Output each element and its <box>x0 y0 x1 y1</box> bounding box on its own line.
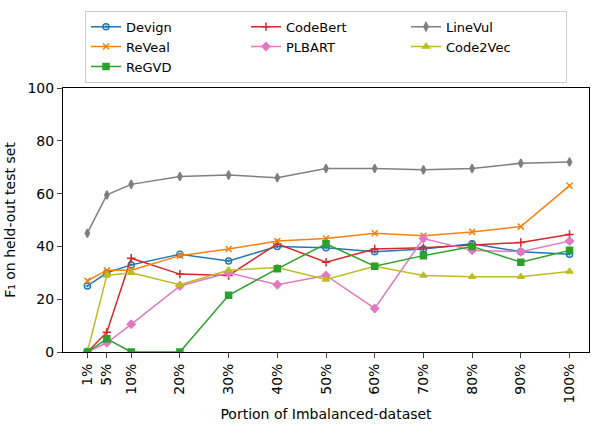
svg-text:100: 100 <box>27 80 54 96</box>
svg-text:PLBART: PLBART <box>286 40 335 55</box>
svg-text:60%: 60% <box>366 364 382 395</box>
svg-text:90%: 90% <box>512 364 528 395</box>
svg-text:1%: 1% <box>79 364 95 386</box>
svg-text:40%: 40% <box>269 364 285 395</box>
svg-text:20: 20 <box>36 291 54 307</box>
svg-text:80%: 80% <box>464 364 480 395</box>
svg-text:10%: 10% <box>123 364 139 395</box>
svg-text:30%: 30% <box>220 364 236 395</box>
svg-text:80: 80 <box>36 133 54 149</box>
svg-text:60: 60 <box>36 186 54 202</box>
svg-text:40: 40 <box>36 238 54 254</box>
svg-text:Code2Vec: Code2Vec <box>446 40 511 55</box>
svg-text:50%: 50% <box>318 364 334 395</box>
svg-text:ReVeal: ReVeal <box>126 40 170 55</box>
svg-text:F₁ on held-out test set: F₁ on held-out test set <box>2 142 18 298</box>
svg-text:LineVul: LineVul <box>446 20 493 35</box>
svg-text:ReGVD: ReGVD <box>126 60 171 75</box>
svg-text:20%: 20% <box>171 364 187 395</box>
svg-text:Devign: Devign <box>126 20 172 35</box>
svg-text:Portion of Imbalanced-dataset: Portion of Imbalanced-dataset <box>220 406 432 422</box>
svg-text:70%: 70% <box>415 364 431 395</box>
svg-text:5%: 5% <box>98 364 114 386</box>
svg-text:CodeBert: CodeBert <box>286 20 347 35</box>
svg-text:100%: 100% <box>561 364 577 404</box>
svg-text:0: 0 <box>45 344 54 360</box>
